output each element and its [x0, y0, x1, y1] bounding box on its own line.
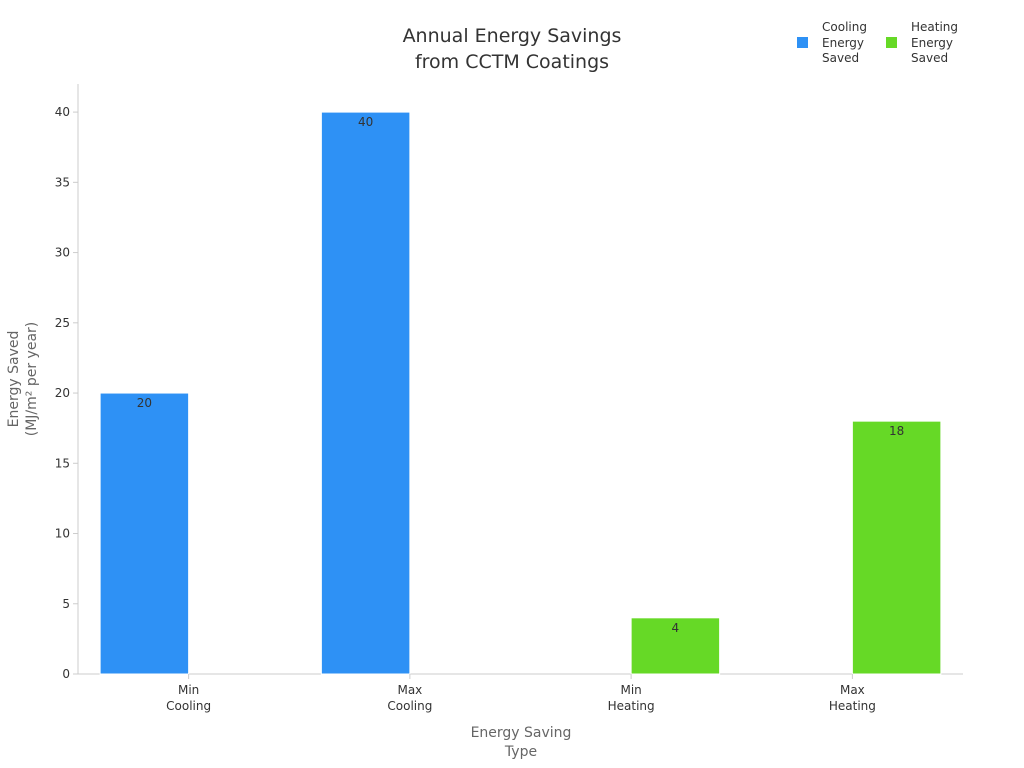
x-axis-title-line-2: Type [504, 744, 537, 760]
x-ticks: Min Cooling Max Cooling Min Heating Max Heating [166, 674, 876, 713]
y-tick-label: 25 [55, 316, 70, 330]
y-tick-label: 10 [55, 527, 70, 541]
legend: Cooling Energy Saved Heating Energy Save… [797, 20, 958, 65]
legend-label-cooling-line-3: Saved [822, 51, 859, 65]
chart-title-line-2: from CCTM Coatings [415, 51, 609, 73]
chart-title-line-1: Annual Energy Savings [403, 25, 622, 47]
legend-label-heating-line-1: Heating [911, 20, 958, 34]
bars: 20 40 4 18 [99, 111, 942, 675]
x-tick-label: Heating [608, 699, 655, 713]
x-tick-label: Max [397, 683, 422, 697]
legend-swatch-heating [886, 37, 897, 48]
y-tick-label: 40 [55, 105, 70, 119]
x-tick-label: Cooling [166, 699, 211, 713]
x-tick-label: Min [178, 683, 199, 697]
y-ticks: 0 5 10 15 20 25 30 35 40 [55, 105, 78, 681]
y-axis-title: Energy Saved (MJ/m² per year) [6, 322, 40, 437]
x-tick-label: Min [620, 683, 641, 697]
legend-swatch-cooling [797, 37, 808, 48]
bar [320, 111, 411, 675]
bar [99, 392, 190, 675]
legend-label-cooling-line-2: Energy [822, 36, 864, 50]
x-tick-label: Max [840, 683, 865, 697]
y-tick-label: 5 [62, 597, 70, 611]
bar [851, 420, 942, 675]
x-axis-title-line-1: Energy Saving [471, 725, 572, 741]
y-tick-label: 15 [55, 456, 70, 470]
y-axis-title-line-2: (MJ/m² per year) [24, 322, 40, 437]
legend-label-heating-line-2: Energy [911, 36, 953, 50]
bar-value-label: 20 [137, 396, 152, 410]
bar-value-label: 4 [672, 621, 680, 635]
bar-value-label: 18 [889, 424, 904, 438]
bar [630, 617, 721, 675]
legend-label-cooling-line-1: Cooling [822, 20, 867, 34]
bar-value-label: 40 [358, 115, 373, 129]
y-axis-title-line-1: Energy Saved [6, 331, 22, 428]
y-tick-label: 0 [62, 667, 70, 681]
y-tick-label: 30 [55, 246, 70, 260]
legend-label-heating-line-3: Saved [911, 51, 948, 65]
x-tick-label: Heating [829, 699, 876, 713]
y-tick-label: 35 [55, 175, 70, 189]
y-tick-label: 20 [55, 386, 70, 400]
x-tick-label: Cooling [387, 699, 432, 713]
